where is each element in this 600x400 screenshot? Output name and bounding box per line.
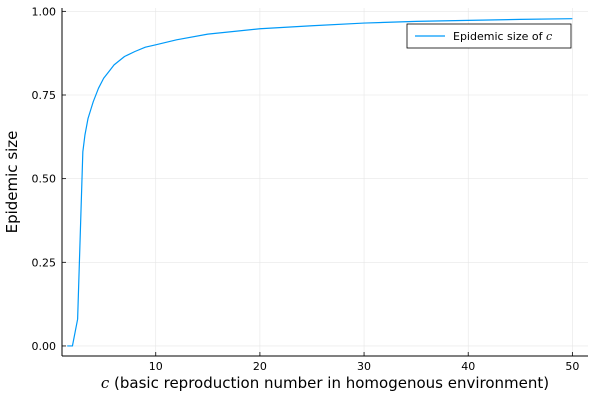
- axes-frame: [61, 8, 588, 357]
- y-axis-label: Epidemic size: [3, 131, 21, 234]
- y-tick-label: 1.00: [32, 5, 57, 18]
- y-tick-label: 0.00: [32, 340, 57, 353]
- x-tick-label: 50: [565, 360, 579, 373]
- grid-lines: [62, 8, 588, 356]
- x-tick-label: 20: [253, 360, 267, 373]
- x-axis-label-variable: c: [101, 374, 110, 392]
- x-axis-label: c (basic reproduction number in homogeno…: [101, 374, 549, 392]
- x-tick-label: 30: [357, 360, 371, 373]
- legend-entry-label: Epidemic size of c: [453, 30, 552, 43]
- legend: Epidemic size of c: [406, 23, 572, 49]
- series-layer: [67, 18, 573, 347]
- x-tick-label: 10: [149, 360, 163, 373]
- legend-entry-text: Epidemic size of: [453, 30, 546, 43]
- ticks: 10 20 30 40 50 0.00 0.25 0.50 0.75 1.00: [32, 5, 580, 373]
- axis-labels: c (basic reproduction number in homogeno…: [3, 131, 549, 392]
- y-tick-label: 0.25: [32, 256, 57, 269]
- legend-entry-variable: c: [546, 30, 552, 43]
- x-axis-label-text: (basic reproduction number in homogenous…: [109, 374, 549, 392]
- y-tick-label: 0.75: [32, 89, 57, 102]
- x-tick-label: 40: [461, 360, 475, 373]
- series-line-epidemic-size: [67, 18, 573, 347]
- y-tick-label: 0.50: [32, 173, 57, 186]
